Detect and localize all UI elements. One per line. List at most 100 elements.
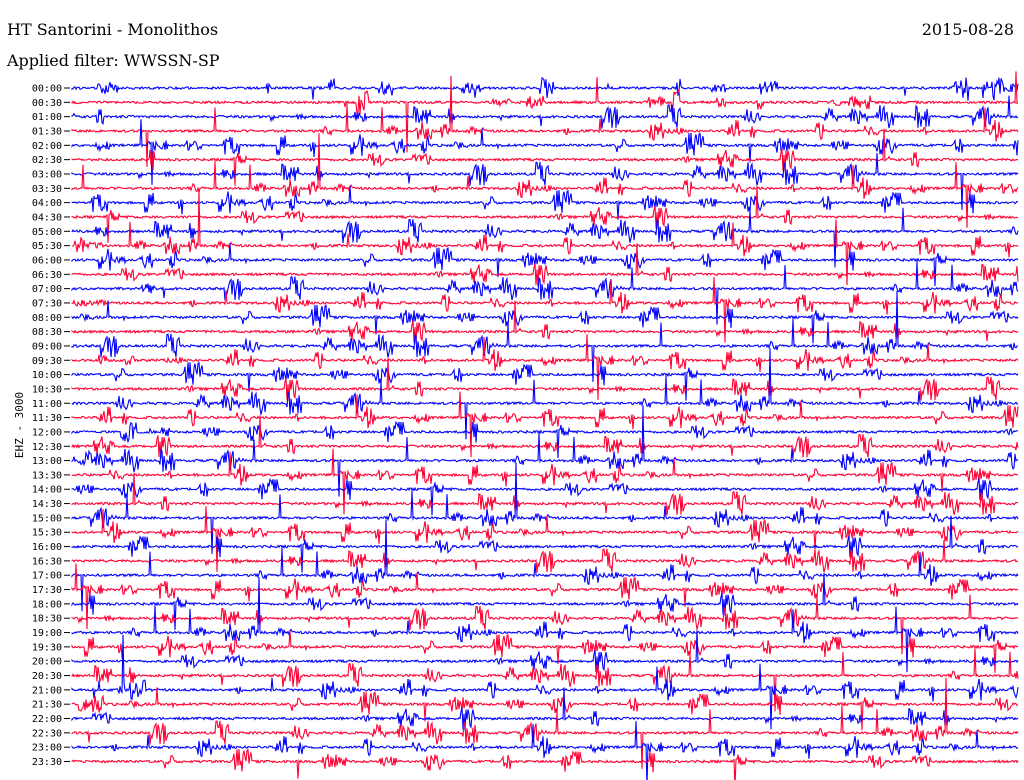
trace-line bbox=[71, 276, 1018, 343]
trace-line bbox=[71, 75, 1019, 168]
row-time-label: 23:00 bbox=[32, 743, 62, 754]
row-time-label: 01:00 bbox=[32, 112, 62, 123]
row-time-label: 07:30 bbox=[32, 298, 62, 309]
row-time-label: 23:30 bbox=[32, 757, 62, 768]
row-time-label: 22:00 bbox=[32, 714, 62, 725]
row-time-label: 21:30 bbox=[32, 700, 62, 711]
trace-line bbox=[71, 243, 1019, 287]
row-time-label: 11:00 bbox=[32, 399, 62, 410]
row-time-label: 04:30 bbox=[32, 212, 62, 223]
row-time-label: 17:30 bbox=[32, 585, 62, 596]
row-time-label: 10:00 bbox=[32, 370, 62, 381]
trace-line bbox=[71, 506, 1019, 572]
row-time-label: 08:00 bbox=[32, 313, 62, 324]
row-time-label: 07:00 bbox=[32, 284, 62, 295]
row-time-label: 06:00 bbox=[32, 255, 62, 266]
row-time-label: 15:30 bbox=[32, 528, 62, 539]
trace-line bbox=[71, 128, 1019, 186]
trace-line bbox=[71, 348, 1019, 440]
row-time-label: 20:30 bbox=[32, 671, 62, 682]
row-time-label: 00:30 bbox=[32, 98, 62, 109]
trace-line bbox=[71, 361, 1019, 401]
trace-line bbox=[71, 133, 1019, 228]
row-time-label: 04:00 bbox=[32, 198, 62, 209]
trace-line bbox=[71, 261, 1019, 325]
trace-line bbox=[71, 357, 1019, 401]
row-time-label: 03:00 bbox=[32, 169, 62, 180]
trace-line bbox=[71, 290, 1019, 382]
trace-line bbox=[71, 721, 1019, 780]
row-time-label: 18:00 bbox=[32, 599, 62, 610]
trace-line bbox=[71, 648, 1019, 712]
row-time-label: 14:00 bbox=[32, 485, 62, 496]
row-time-label: 16:00 bbox=[32, 542, 62, 553]
trace-line bbox=[71, 334, 1019, 400]
row-time-label: 15:00 bbox=[32, 513, 62, 524]
row-time-label: 03:30 bbox=[32, 184, 62, 195]
trace-line bbox=[71, 76, 1019, 101]
trace-line bbox=[71, 243, 1019, 287]
trace-line bbox=[71, 300, 1019, 344]
date-label: 2015-08-28 bbox=[921, 20, 1014, 39]
row-time-label: 05:00 bbox=[32, 227, 62, 238]
row-time-label: 21:00 bbox=[32, 685, 62, 696]
row-time-label: 22:30 bbox=[32, 728, 62, 739]
row-time-label: 17:00 bbox=[32, 571, 62, 582]
row-time-label: 05:30 bbox=[32, 241, 62, 252]
trace-line bbox=[71, 71, 1019, 153]
row-time-label: 00:00 bbox=[32, 84, 62, 95]
row-time-label: 08:30 bbox=[32, 327, 62, 338]
trace-line bbox=[71, 448, 1019, 515]
trace-line bbox=[71, 634, 1019, 730]
trace-line bbox=[71, 420, 1018, 459]
row-time-label: 20:00 bbox=[32, 657, 62, 668]
trace-line bbox=[71, 405, 1019, 497]
row-time-label: 13:00 bbox=[32, 456, 62, 467]
trace-line bbox=[71, 478, 1019, 516]
row-time-label: 18:30 bbox=[32, 614, 62, 625]
trace-line bbox=[71, 185, 1019, 220]
row-time-label: 01:30 bbox=[32, 126, 62, 137]
filter-label: Applied filter: WWSSN-SP bbox=[7, 51, 220, 70]
trace-line bbox=[71, 572, 1019, 630]
row-time-label: 10:30 bbox=[32, 384, 62, 395]
trace-line bbox=[71, 630, 1019, 674]
trace-line bbox=[71, 300, 1019, 344]
trace-line bbox=[71, 687, 1019, 731]
trace-line bbox=[71, 207, 1019, 268]
trace-line bbox=[71, 472, 1019, 516]
trace-line bbox=[71, 577, 1019, 673]
station-title: HT Santorini - Monolithos bbox=[7, 20, 219, 39]
trace-line bbox=[71, 677, 1019, 769]
row-time-label: 12:30 bbox=[32, 442, 62, 453]
row-time-label: 02:00 bbox=[32, 141, 62, 152]
row-time-label: 02:30 bbox=[32, 155, 62, 166]
row-time-label: 13:30 bbox=[32, 470, 62, 481]
trace-line bbox=[71, 515, 1019, 573]
row-time-label: 19:00 bbox=[32, 628, 62, 639]
trace-line bbox=[71, 539, 1018, 573]
trace-line bbox=[71, 748, 1019, 780]
trace-line bbox=[71, 462, 1019, 554]
trace-line bbox=[71, 190, 1019, 286]
row-time-label: 09:00 bbox=[32, 341, 62, 352]
trace-line bbox=[71, 152, 1019, 211]
trace-line bbox=[71, 563, 1019, 630]
trace-line bbox=[71, 594, 1019, 655]
row-time-label: 11:30 bbox=[32, 413, 62, 424]
trace-line bbox=[71, 415, 1019, 459]
trace-line bbox=[71, 519, 1019, 612]
row-time-label: 06:30 bbox=[32, 270, 62, 281]
trace-line bbox=[71, 629, 1019, 673]
trace-line bbox=[71, 687, 1019, 731]
row-time-label: 19:30 bbox=[32, 642, 62, 653]
trace-line bbox=[71, 95, 1019, 129]
row-time-label: 16:30 bbox=[32, 556, 62, 567]
trace-line bbox=[71, 119, 1019, 185]
row-time-label: 09:30 bbox=[32, 356, 62, 367]
row-time-label: 12:00 bbox=[32, 427, 62, 438]
trace-line bbox=[71, 185, 1019, 244]
trace-line bbox=[71, 391, 1019, 458]
row-time-label: 14:30 bbox=[32, 499, 62, 510]
